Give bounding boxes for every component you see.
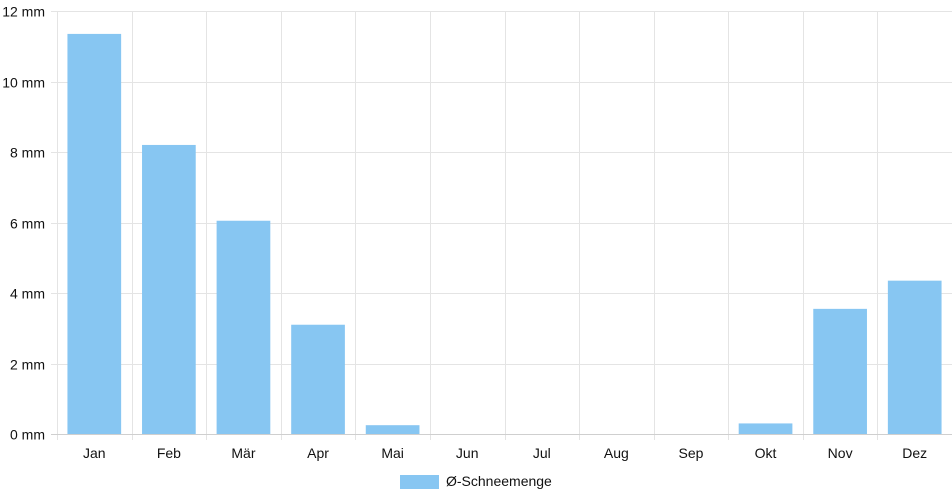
x-tick-label: Mär — [231, 445, 255, 461]
x-tick-label: Dez — [902, 445, 927, 461]
x-tick-label: Apr — [307, 445, 329, 461]
bar-nov[interactable] — [813, 308, 867, 434]
x-tick-label: Sep — [678, 445, 703, 461]
x-tick-label: Jun — [456, 445, 479, 461]
bar-dez[interactable] — [887, 280, 942, 434]
axis-layer: 0 mm 2 mm 4 mm 6 mm 8 mm 10 mm 12 mm Jan Feb Mär A… — [2, 4, 952, 461]
x-tick-label: Aug — [604, 445, 629, 461]
y-tick-label: 8 mm — [10, 145, 45, 161]
bar-okt[interactable] — [738, 423, 793, 434]
y-tick-label: 4 mm — [10, 286, 45, 302]
x-tick-label: Okt — [755, 445, 777, 461]
legend[interactable]: Ø-Schneemenge — [400, 473, 552, 489]
x-tick-label: Mai — [381, 445, 404, 461]
grid-layer — [51, 11, 952, 440]
x-tick-label: Jan — [83, 445, 106, 461]
y-tick-label: 0 mm — [10, 427, 45, 443]
y-tick-label: 2 mm — [10, 357, 45, 373]
x-tick-label: Nov — [828, 445, 853, 461]
bar-apr[interactable] — [291, 324, 345, 434]
bar-feb[interactable] — [142, 144, 196, 434]
x-tick-label: Feb — [157, 445, 181, 461]
bar-mai[interactable] — [365, 425, 420, 434]
x-tick-label: Jul — [533, 445, 551, 461]
bar-mär[interactable] — [216, 220, 271, 434]
bar-jan[interactable] — [67, 33, 122, 434]
y-tick-label: 10 mm — [2, 75, 45, 91]
y-tick-label: 12 mm — [2, 4, 45, 20]
bar-layer — [67, 33, 942, 434]
legend-label[interactable]: Ø-Schneemenge — [446, 473, 552, 489]
legend-swatch[interactable] — [400, 475, 439, 489]
y-tick-label: 6 mm — [10, 216, 45, 232]
